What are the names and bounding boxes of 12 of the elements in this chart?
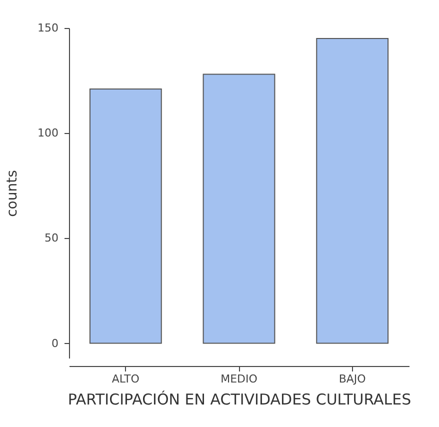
- y-tick-label: 100: [38, 126, 58, 140]
- y-tick-label: 150: [38, 22, 58, 34]
- y-tick-label: 50: [44, 232, 58, 245]
- bar: [316, 38, 389, 344]
- bar: [202, 74, 276, 344]
- y-axis-title: counts: [4, 170, 21, 217]
- x-tick-label: BAJO: [338, 372, 366, 386]
- x-tick-label: ALTO: [112, 372, 140, 386]
- x-axis-title: PARTICIPACIÓN EN ACTIVIDADES CULTURALES: [68, 390, 412, 408]
- x-tick-label: MEDIO: [220, 372, 258, 386]
- y-tick-label: 0: [52, 336, 58, 350]
- bar: [89, 88, 162, 344]
